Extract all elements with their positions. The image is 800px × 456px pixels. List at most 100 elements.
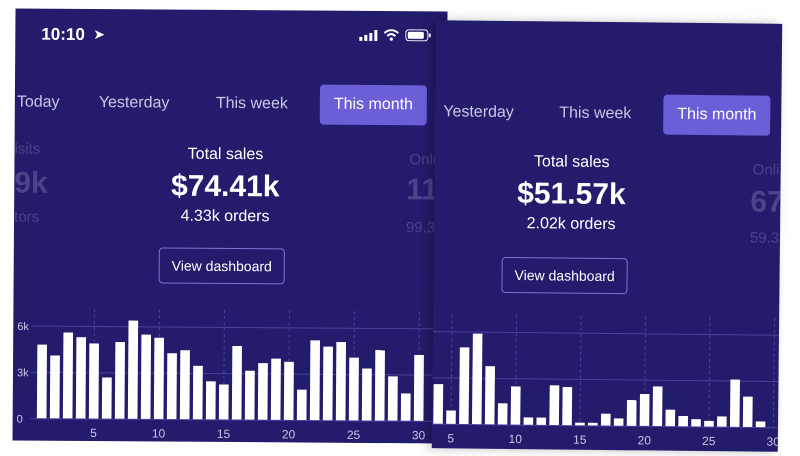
location-arrow-icon: ➤ [93,26,106,43]
bar [270,358,281,421]
bar [446,410,456,425]
grid-line [772,317,776,428]
tab-yesterday[interactable]: Yesterday [98,94,170,112]
tab-yesterday[interactable]: Yesterday [443,103,514,122]
bar [400,393,411,422]
axis-baseline [432,423,779,429]
bar [717,416,727,428]
bar [231,345,242,421]
grid-line [450,314,453,425]
bar [127,320,139,420]
bar [140,334,152,420]
bar [36,344,47,419]
bar [257,363,268,421]
orders-count: 4.33k orders [180,207,270,226]
bar [101,377,112,420]
wifi-icon [383,29,400,41]
bar [309,340,321,421]
bar [575,422,585,426]
x-tick-label: 30 [767,435,781,449]
bar [153,337,165,420]
bar [218,384,229,420]
bar [283,361,294,421]
bar [361,368,372,421]
sales-bar-chart: 5 10 15 20 25 30 [432,314,781,449]
x-tick-label: 20 [638,433,652,447]
visitors-label: tors [13,208,40,226]
x-tick-label: 25 [347,428,361,442]
bar [536,417,547,426]
total-sales-metric: Total sales $51.57k 2.02k orders [476,153,667,235]
x-tick-label: 5 [90,426,97,440]
bar [562,386,573,426]
bar [114,342,125,420]
bar [729,379,740,428]
signal-icon [359,29,378,41]
bar [433,384,444,425]
online-value: 11 [406,173,439,207]
bar [742,396,753,428]
grid-line [708,317,711,428]
bar [523,417,534,426]
x-tick-label: 25 [702,434,716,448]
visits-label: isits [14,140,41,158]
total-sales-metric: Total sales $74.41k 4.33k orders [130,145,321,226]
orders-count: 2.02k orders [526,215,616,234]
bar [484,366,496,425]
date-range-tabs: Yesterday This week This month [435,92,781,136]
x-tick-label: 10 [152,426,166,440]
bar [335,342,347,421]
tab-this-month[interactable]: This month [319,84,428,126]
tab-this-week[interactable]: This week [559,104,632,123]
x-tick-label: 10 [509,432,523,446]
x-tick-label: 5 [447,431,454,445]
bar [678,415,688,427]
bar [166,353,177,420]
tab-this-week[interactable]: This week [215,94,288,113]
screenshot-panel-right: Yesterday This week This month Total sal… [431,20,783,452]
y-tick-label: 3k [17,367,29,379]
grid-line [579,315,582,426]
x-tick-label: 15 [217,427,231,441]
bar [49,355,60,419]
status-bar: 10:10 ➤ [15,8,447,51]
bar [374,350,385,422]
bar [179,350,190,420]
bar [704,420,714,428]
bar [626,399,637,427]
bar [497,403,508,425]
bar [75,337,87,419]
bar [348,357,359,421]
bar [652,386,663,427]
bar [639,393,650,427]
screenshot-panel-left: 10:10 ➤ Today Yesterday This week This m… [12,8,448,444]
grid-line [432,331,779,336]
bar [471,333,483,425]
total-sales-value: $51.57k [517,177,626,212]
online-label: Onli [409,151,437,169]
view-dashboard-button[interactable]: View dashboard [501,256,628,295]
battery-icon [405,29,431,42]
y-tick-label: 6k [17,321,29,333]
tab-today[interactable]: Today [16,93,60,111]
bar [205,381,216,420]
bar [665,409,676,427]
tab-this-month[interactable]: This month [663,94,771,136]
y-tick-label: 0 [17,414,23,426]
x-tick-label: 30 [412,428,426,442]
bar [613,418,624,427]
bar [588,422,598,426]
bar [549,385,560,426]
status-time: 10:10 [41,24,85,44]
visits-value: 9k [14,166,48,200]
online-sub: 99.3 [405,219,436,237]
online-sub: 59.3 [749,229,780,247]
bar [387,376,398,422]
bar [755,421,766,428]
bar [244,370,255,421]
bar [62,332,74,419]
date-range-tabs: Today Yesterday This week This month [15,82,447,126]
view-dashboard-button[interactable]: View dashboard [158,247,286,285]
bar [691,419,701,427]
grid-line [31,325,446,330]
